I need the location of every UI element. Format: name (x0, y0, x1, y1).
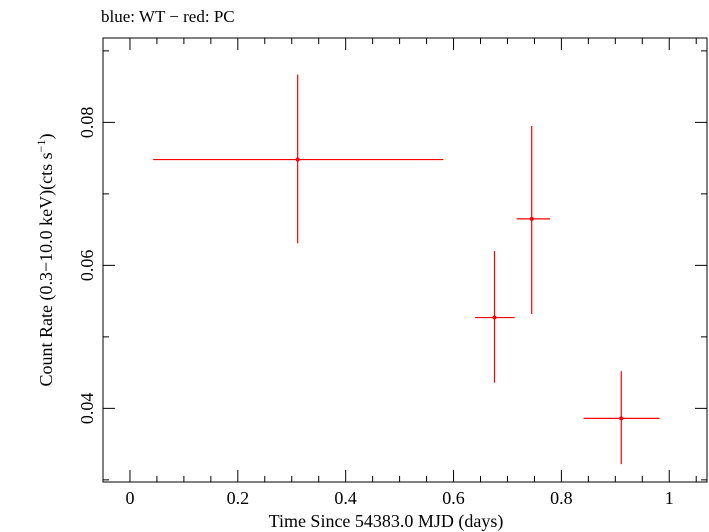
chart-title: blue: WT − red: PC (101, 7, 235, 26)
y-axis-label-end: ) (36, 134, 57, 140)
point-marker (619, 416, 624, 421)
x-tick-label: 0.4 (334, 488, 357, 508)
point-marker (295, 157, 300, 162)
y-axis-label-sup: −1 (34, 140, 48, 153)
x-axis-label: Time Since 54383.0 MJD (days) (269, 511, 504, 532)
data-point (475, 251, 515, 383)
y-axis-label: Count Rate (0.3−10.0 keV)(cts s−1) (34, 134, 57, 387)
x-tick-label: 1 (665, 488, 674, 508)
x-tick-label: 0.8 (550, 488, 573, 508)
axis-ticks (102, 38, 707, 482)
data-marks (153, 74, 660, 465)
point-marker (492, 315, 497, 320)
data-point (583, 371, 660, 465)
plot-frame (102, 37, 708, 483)
y-axis-label-main: Count Rate (0.3−10.0 keV)(cts s (36, 152, 57, 386)
data-point (153, 74, 444, 244)
x-tick-label: 0 (125, 488, 134, 508)
x-tick-label: 0.6 (442, 488, 465, 508)
y-tick-label: 0.08 (77, 107, 97, 139)
x-tick-label: 0.2 (227, 488, 250, 508)
y-tick-label: 0.06 (77, 250, 97, 282)
point-marker (529, 216, 534, 221)
tick-labels: 0 0.2 0.4 0.6 0.8 1 0.04 0.06 0.08 (77, 107, 674, 508)
data-point (516, 125, 551, 314)
y-tick-label: 0.04 (77, 393, 97, 425)
